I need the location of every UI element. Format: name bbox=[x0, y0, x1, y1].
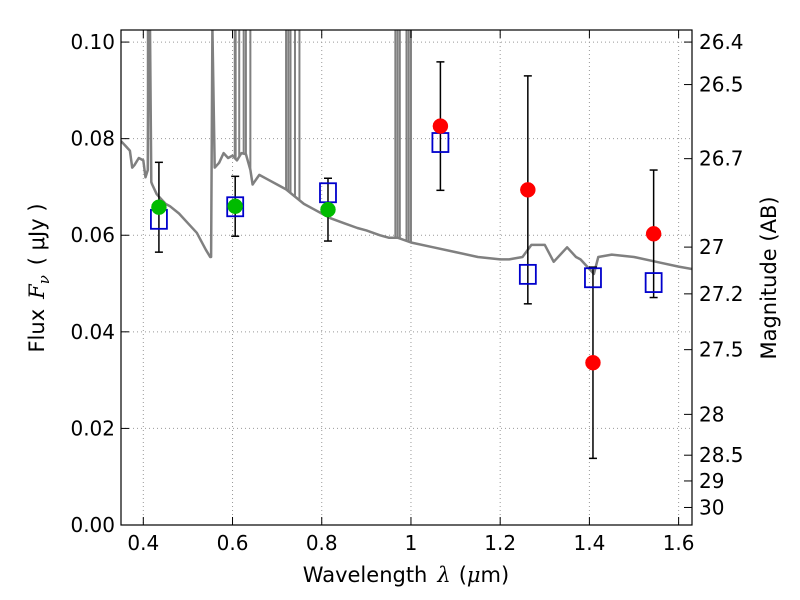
model-photometry-markers bbox=[150, 132, 663, 293]
observed-photometry-markers bbox=[151, 118, 662, 371]
observed-photometry-point bbox=[645, 226, 662, 242]
x-tick-label: 1 bbox=[405, 531, 418, 555]
x-tick-label: 0.8 bbox=[306, 531, 338, 555]
x-tick-label: 1.6 bbox=[663, 531, 695, 555]
model-photometry-box bbox=[226, 196, 245, 218]
y-tick-label: 0.02 bbox=[70, 416, 115, 440]
observed-photometry-point bbox=[432, 118, 449, 134]
y2-tick-label: 26.7 bbox=[699, 147, 744, 171]
observed-photometry-point bbox=[320, 201, 336, 218]
grid bbox=[121, 30, 692, 526]
y2-tick-label: 30 bbox=[699, 495, 724, 519]
y2-tick-label: 27.2 bbox=[699, 282, 744, 306]
x-tick-label: 0.6 bbox=[217, 531, 249, 555]
y2-tick-label: 29 bbox=[699, 469, 724, 493]
plot-frame bbox=[120, 29, 693, 526]
y-tick-label: 0.00 bbox=[70, 513, 115, 537]
model-spectrum bbox=[121, 30, 692, 276]
model-photometry-box bbox=[644, 272, 663, 293]
observed-photometry-point bbox=[227, 198, 243, 215]
model-photometry-box bbox=[518, 263, 537, 285]
x-axis-label: Wavelength λ (μm) bbox=[303, 563, 509, 587]
x-tick-label: 0.4 bbox=[127, 531, 159, 555]
y2-tick-label: 27.5 bbox=[699, 338, 744, 362]
y-axis-label: FluxFν( μJy ) bbox=[25, 203, 53, 352]
model-spectrum-line bbox=[121, 30, 692, 276]
y2-tick-label: 27 bbox=[699, 235, 724, 259]
observed-photometry-point bbox=[151, 199, 167, 215]
y2-tick-label: 28.5 bbox=[699, 443, 744, 467]
observed-photometry-point bbox=[520, 182, 536, 198]
y2-tick-label: 28 bbox=[699, 402, 724, 426]
axis-ticks: 0.4 0.6 0.8 1 1.2 1.4 1.6 0.00 0.02 0.04 0.06 0.08 0… bbox=[70, 30, 744, 555]
model-photometry-box bbox=[584, 267, 602, 289]
observed-photometry-point bbox=[585, 354, 601, 371]
x-tick-label: 1.2 bbox=[484, 531, 516, 555]
y2-tick-label: 26.5 bbox=[699, 73, 744, 97]
y2-tick-label: 26.4 bbox=[699, 30, 744, 54]
y2-axis-label: Magnitude (AB) bbox=[757, 196, 781, 359]
y-tick-label: 0.08 bbox=[70, 127, 115, 151]
x-tick-label: 1.4 bbox=[573, 531, 605, 555]
y-tick-label: 0.10 bbox=[70, 30, 115, 54]
y-tick-label: 0.04 bbox=[70, 320, 115, 344]
y-tick-label: 0.06 bbox=[70, 223, 115, 247]
